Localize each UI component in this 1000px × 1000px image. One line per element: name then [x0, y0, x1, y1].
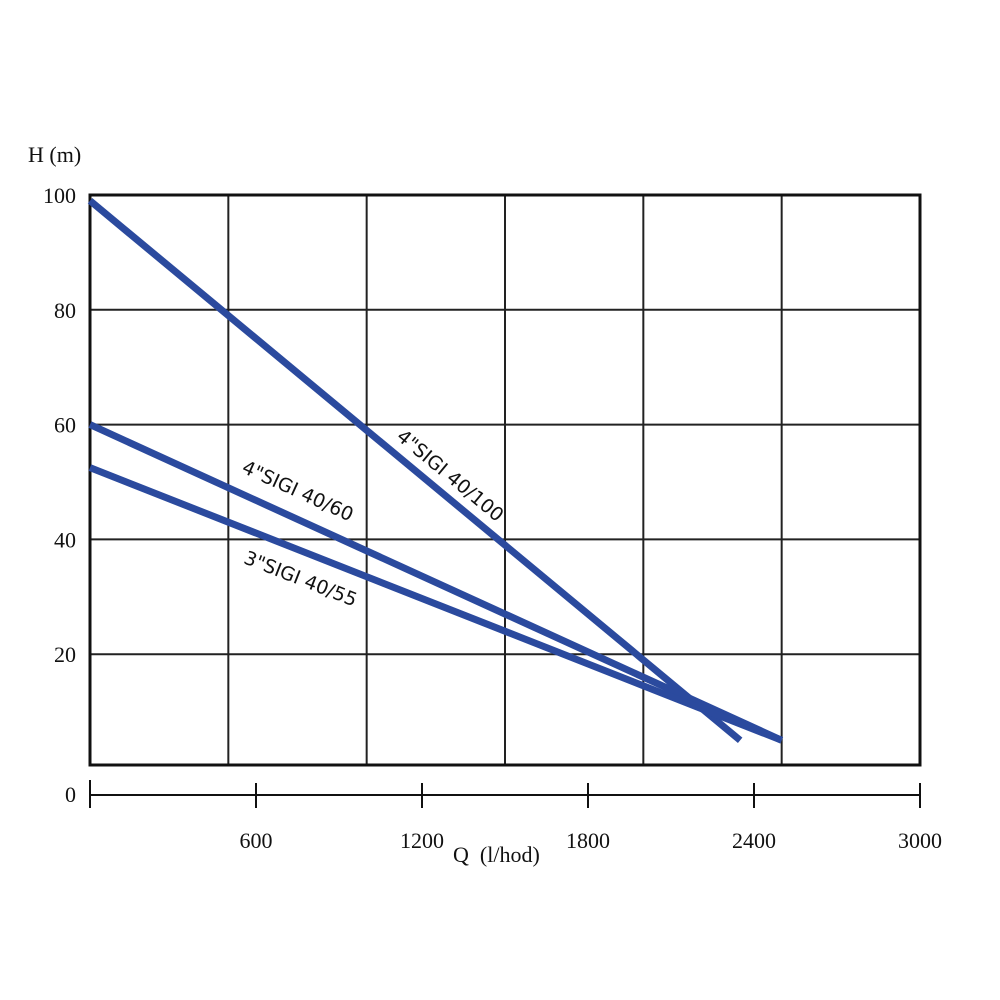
y-axis-label: H (m): [28, 142, 81, 167]
series-line: [88, 421, 784, 744]
y-tick-label: 0: [65, 782, 76, 807]
x-tick-label: 1200: [400, 828, 444, 853]
x-tick-label: 3000: [898, 828, 942, 853]
series-label: 4"SIGI 40/100: [392, 425, 507, 526]
x-axis-label: Q (l/hod): [453, 842, 540, 867]
grid: [90, 195, 920, 765]
series-line: [88, 464, 783, 744]
y-tick-label: 20: [54, 642, 76, 667]
y-tick-label: 80: [54, 298, 76, 323]
x-tick-label: 1800: [566, 828, 610, 853]
axes: 600 1200 1800 2400 3000 0 20 40 60 80 100: [43, 183, 942, 853]
plot-frame: [88, 193, 922, 767]
series-label: 3"SIGI 40/55: [241, 547, 360, 611]
x-tick-label: 600: [240, 828, 273, 853]
series-group: [87, 198, 784, 744]
y-tick-label: 60: [54, 413, 76, 438]
x-tick-label: 2400: [732, 828, 776, 853]
y-tick-label: 40: [54, 527, 76, 552]
series-line: [87, 198, 743, 743]
y-tick-label: 100: [43, 183, 76, 208]
